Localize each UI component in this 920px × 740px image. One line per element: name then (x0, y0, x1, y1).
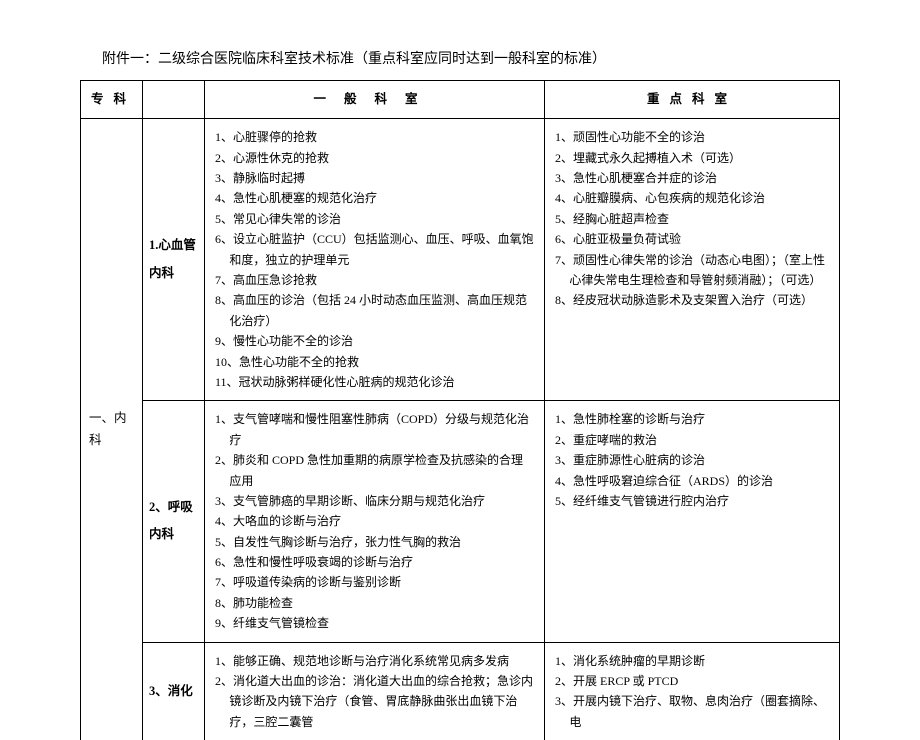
list-item: 3、重症肺源性心脏病的诊治 (555, 450, 829, 470)
list-item: 2、开展 ERCP 或 PTCD (555, 671, 829, 691)
table-row: 2、呼吸内科1、支气管哮喘和慢性阻塞性肺病（COPD）分级与规范化治疗2、肺炎和… (81, 401, 840, 642)
list-item: 2、肺炎和 COPD 急性加重期的病原学检查及抗感染的合理应用 (215, 450, 534, 491)
doc-title: 附件一：二级综合医院临床科室技术标准（重点科室应同时达到一般科室的标准） (80, 48, 840, 68)
header-specialty: 专科 (81, 81, 143, 119)
list-item: 6、心脏亚极量负荷试验 (555, 229, 829, 249)
list-item: 4、急性心肌梗塞的规范化治疗 (215, 188, 534, 208)
list-item: 3、支气管肺癌的早期诊断、临床分期与规范化治疗 (215, 491, 534, 511)
list-item: 4、急性呼吸窘迫综合征（ARDS）的诊治 (555, 471, 829, 491)
list-item: 1、心脏骤停的抢救 (215, 127, 534, 147)
list-item: 10、急性心功能不全的抢救 (215, 352, 534, 372)
general-cell: 1、能够正确、规范地诊断与治疗消化系统常见病多发病2、消化道大出血的诊治：消化道… (205, 642, 545, 740)
list-item: 5、经纤维支气管镜进行腔内治疗 (555, 491, 829, 511)
list-item: 2、心源性休克的抢救 (215, 148, 534, 168)
list-item: 4、心脏瓣膜病、心包疾病的规范化诊治 (555, 188, 829, 208)
list-item: 1、急性肺栓塞的诊断与治疗 (555, 409, 829, 429)
list-item: 4、大咯血的诊断与治疗 (215, 511, 534, 531)
list-item: 6、设立心脏监护（CCU）包括监测心、血压、呼吸、血氧饱和度，独立的护理单元 (215, 229, 534, 270)
list-item: 5、自发性气胸诊断与治疗，张力性气胸的救治 (215, 532, 534, 552)
list-item: 1、消化系统肿瘤的早期诊断 (555, 651, 829, 671)
key-cell: 1、急性肺栓塞的诊断与治疗2、重症哮喘的救治3、重症肺源性心脏病的诊治4、急性呼… (545, 401, 840, 642)
list-item: 9、纤维支气管镜检查 (215, 613, 534, 633)
general-cell: 1、支气管哮喘和慢性阻塞性肺病（COPD）分级与规范化治疗2、肺炎和 COPD … (205, 401, 545, 642)
list-item: 3、开展内镜下治疗、取物、息肉治疗（圈套摘除、电 (555, 691, 829, 732)
list-item: 8、肺功能检查 (215, 593, 534, 613)
list-item: 6、急性和慢性呼吸衰竭的诊断与治疗 (215, 552, 534, 572)
list-item: 2、重症哮喘的救治 (555, 430, 829, 450)
list-item: 5、常见心律失常的诊治 (215, 209, 534, 229)
specialty-cell: 一、内科 (81, 119, 143, 740)
standards-table: 专科 一般科室 重点科室 一、内科1.心血管内科1、心脏骤停的抢救2、心源性休克… (80, 80, 840, 740)
list-item: 11、冠状动脉粥样硬化性心脏病的规范化诊治 (215, 372, 534, 392)
list-item: 5、经胸心脏超声检查 (555, 209, 829, 229)
list-item: 1、顽固性心功能不全的诊治 (555, 127, 829, 147)
list-item: 1、支气管哮喘和慢性阻塞性肺病（COPD）分级与规范化治疗 (215, 409, 534, 450)
list-item: 9、慢性心功能不全的诊治 (215, 331, 534, 351)
list-item: 8、高血压的诊治（包括 24 小时动态血压监测、高血压规范化治疗） (215, 290, 534, 331)
list-item: 3、静脉临时起搏 (215, 168, 534, 188)
list-item: 3、急性心肌梗塞合并症的诊治 (555, 168, 829, 188)
list-item: 2、埋藏式永久起搏植入术（可选） (555, 148, 829, 168)
table-row: 一、内科1.心血管内科1、心脏骤停的抢救2、心源性休克的抢救3、静脉临时起搏4、… (81, 119, 840, 401)
dept-cell: 1.心血管内科 (143, 119, 205, 401)
header-dept (143, 81, 205, 119)
list-item: 8、经皮冠状动脉造影术及支架置入治疗（可选） (555, 290, 829, 310)
list-item: 7、顽固性心律失常的诊治（动态心电图）；（室上性心律失常电生理检查和导管射频消融… (555, 250, 829, 291)
list-item: 7、高血压急诊抢救 (215, 270, 534, 290)
list-item: 2、消化道大出血的诊治：消化道大出血的综合抢救；急诊内镜诊断及内镜下治疗（食管、… (215, 671, 534, 732)
header-key: 重点科室 (545, 81, 840, 119)
dept-cell: 3、消化 (143, 642, 205, 740)
list-item: 1、能够正确、规范地诊断与治疗消化系统常见病多发病 (215, 651, 534, 671)
header-general: 一般科室 (205, 81, 545, 119)
general-cell: 1、心脏骤停的抢救2、心源性休克的抢救3、静脉临时起搏4、急性心肌梗塞的规范化治… (205, 119, 545, 401)
table-row: 3、消化1、能够正确、规范地诊断与治疗消化系统常见病多发病2、消化道大出血的诊治… (81, 642, 840, 740)
key-cell: 1、消化系统肿瘤的早期诊断2、开展 ERCP 或 PTCD3、开展内镜下治疗、取… (545, 642, 840, 740)
header-row: 专科 一般科室 重点科室 (81, 81, 840, 119)
list-item: 7、呼吸道传染病的诊断与鉴别诊断 (215, 572, 534, 592)
dept-cell: 2、呼吸内科 (143, 401, 205, 642)
key-cell: 1、顽固性心功能不全的诊治2、埋藏式永久起搏植入术（可选）3、急性心肌梗塞合并症… (545, 119, 840, 401)
